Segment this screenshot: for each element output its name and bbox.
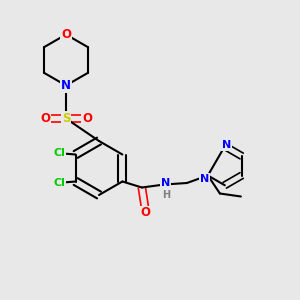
Text: N: N <box>200 173 209 184</box>
Text: O: O <box>61 28 71 41</box>
Text: S: S <box>62 112 70 125</box>
Text: N: N <box>222 140 231 150</box>
Text: H: H <box>162 190 170 200</box>
Text: N: N <box>161 178 170 188</box>
Text: O: O <box>82 112 92 125</box>
Text: O: O <box>40 112 50 125</box>
Text: N: N <box>61 79 71 92</box>
Text: O: O <box>140 206 150 220</box>
Text: Cl: Cl <box>53 178 65 188</box>
Text: Cl: Cl <box>53 148 65 158</box>
